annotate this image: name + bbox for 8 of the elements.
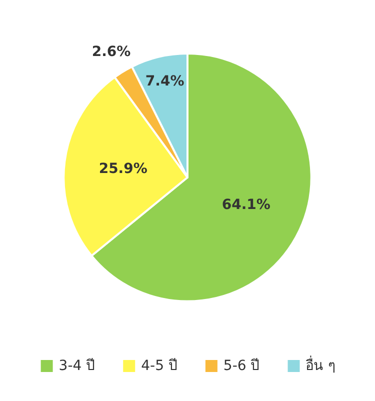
data-label: 25.9% [98, 161, 148, 178]
legend-label: 3-4 ปี [58, 358, 96, 374]
data-label: 64.1% [222, 197, 270, 214]
legend-label: อื่น ๆ [306, 356, 336, 374]
data-label: 7.4% [145, 74, 184, 90]
legend-label: 4-5 ปี [141, 358, 178, 374]
legend-label: 5-6 ปี [223, 358, 260, 374]
data-label: 2.6% [92, 44, 131, 60]
